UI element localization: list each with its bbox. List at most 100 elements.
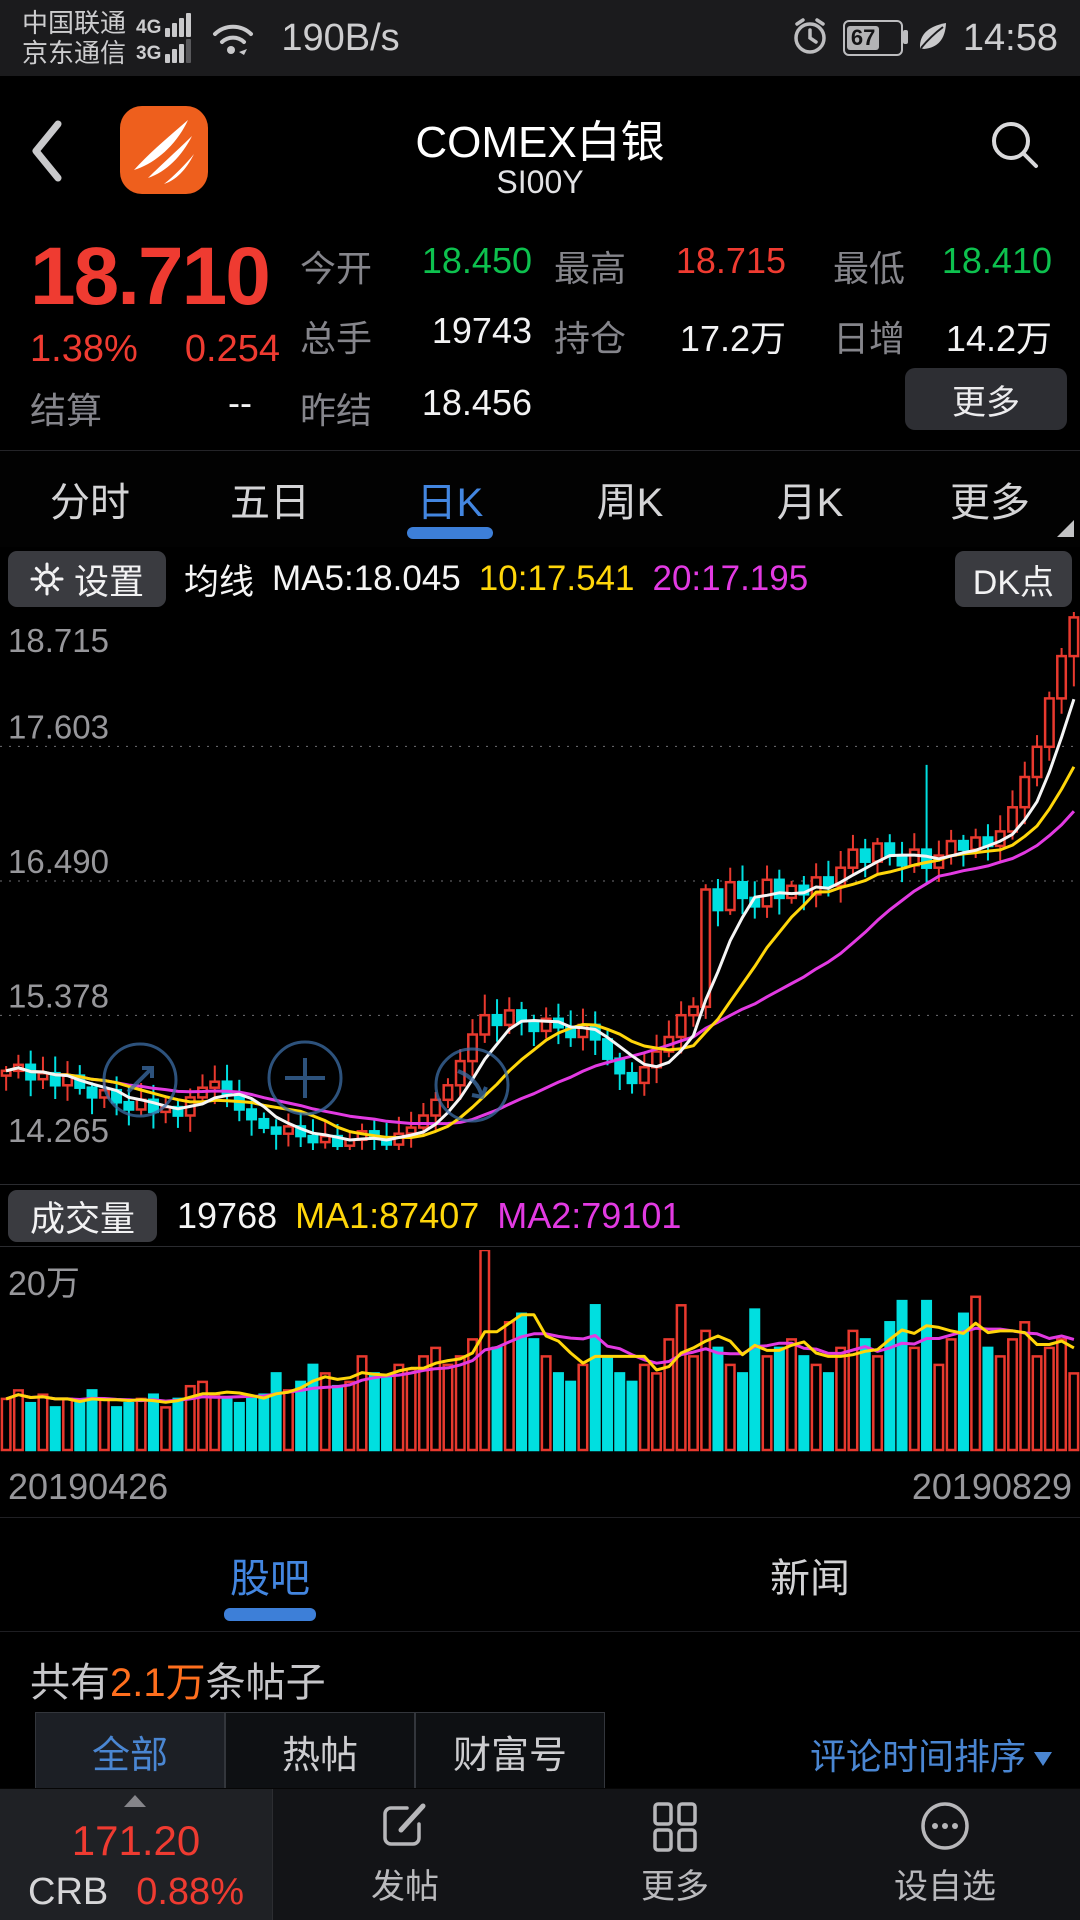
divider: [0, 1184, 1080, 1185]
tab-more-periods[interactable]: 更多: [900, 451, 1080, 547]
volume-ma1: MA1:87407: [295, 1195, 480, 1236]
prev-settle-value: 18.456: [421, 382, 532, 423]
volume-chart[interactable]: [0, 1250, 1080, 1460]
daily-increase-label: 日增: [833, 318, 906, 359]
gesture-hint-arrow-icon: [434, 1047, 510, 1123]
filter-hot[interactable]: 热帖: [225, 1712, 415, 1790]
volume-toolbar: 成交量 19768 MA1:87407 MA2:79101: [0, 1186, 1080, 1246]
volume-indicator-button[interactable]: 成交量: [8, 1190, 158, 1242]
network-speed: 190B/s: [281, 16, 400, 59]
back-button[interactable]: [26, 118, 66, 189]
index-name: CRB: [28, 1871, 109, 1913]
tab-monthly-k[interactable]: 月K: [776, 481, 844, 525]
total-lots-value: 19743: [431, 310, 532, 351]
compose-icon: [379, 1797, 431, 1855]
page-title: COMEX白银: [415, 118, 665, 167]
sort-triangle-icon: [1034, 1752, 1052, 1766]
carrier-1: 中国联通: [22, 8, 127, 38]
date-start: 20190426: [8, 1466, 169, 1507]
more-button[interactable]: 更多: [565, 1789, 785, 1920]
low-value: 18.410: [941, 240, 1052, 281]
period-tab-bar: 分时 五日 日K 周K 月K 更多: [0, 450, 1080, 547]
search-icon[interactable]: [986, 116, 1044, 179]
tab-forum[interactable]: 股吧: [0, 1519, 540, 1631]
network-type-2: 3G: [136, 43, 162, 64]
carrier-2: 京东通信: [22, 38, 127, 68]
change-percent: 1.38%: [30, 328, 138, 370]
quote-panel: 18.710 1.38% 0.254 结算 -- 今开 18.450 最高 18…: [0, 226, 1080, 450]
corner-triangle-icon: [1057, 520, 1074, 537]
tab-daily-k[interactable]: 日K: [360, 451, 540, 547]
date-end: 20190829: [911, 1466, 1072, 1507]
open-interest-value: 17.2万: [679, 318, 786, 359]
open-interest-label: 持仓: [554, 318, 627, 359]
divider: [0, 1246, 1080, 1247]
volume-ma2: MA2:79101: [497, 1195, 682, 1236]
gesture-hint-zoom-icon: [102, 1042, 178, 1118]
settle-value: --: [228, 382, 252, 423]
change-absolute: 0.254: [184, 328, 280, 370]
posts-suffix: 条帖子: [205, 1661, 326, 1705]
candlestick-chart[interactable]: 18.715 17.603 16.490 15.378 14.265: [0, 612, 1080, 1150]
posts-prefix: 共有: [30, 1661, 110, 1705]
date-axis: 20190426 20190829: [0, 1466, 1080, 1508]
total-lots-label: 总手: [300, 318, 373, 359]
bottom-nav-bar: 171.20 CRB 0.88% 发帖: [0, 1788, 1080, 1920]
signal-bars-icon: [165, 39, 192, 63]
gesture-hint-plus-icon: [267, 1040, 343, 1116]
battery-icon: 67: [842, 20, 908, 56]
signal-bars-icon: [165, 13, 192, 37]
post-button[interactable]: 发帖: [295, 1789, 515, 1920]
status-bar: 中国联通 京东通信 4G 3G: [0, 0, 1080, 76]
tab-weekly-k[interactable]: 周K: [596, 481, 664, 525]
high-value: 18.715: [675, 240, 786, 281]
volume-axis-label: 20万: [8, 1265, 80, 1303]
title-bar: COMEX白银 SI00Y: [0, 76, 1080, 226]
open-value: 18.450: [421, 240, 532, 281]
quote-more-button[interactable]: 更多: [905, 368, 1067, 430]
ma10-value: 10:17.541: [478, 559, 635, 598]
daily-increase-value: 14.2万: [945, 318, 1052, 359]
tab-news[interactable]: 新闻: [770, 1557, 850, 1601]
svg-text:15.378: 15.378: [8, 977, 109, 1014]
battery-level: 67: [846, 25, 880, 50]
index-quote-panel[interactable]: 171.20 CRB 0.88%: [0, 1789, 273, 1920]
status-time: 14:58: [962, 16, 1058, 59]
posts-count: 2.1万: [110, 1661, 206, 1705]
index-value: 171.20: [71, 1817, 201, 1864]
active-tab-underline: [407, 527, 493, 539]
add-watchlist-button[interactable]: 设自选: [835, 1789, 1055, 1920]
settle-label: 结算: [30, 390, 103, 431]
tab-five-day[interactable]: 五日: [230, 481, 310, 525]
content-tab-bar: 股吧 新闻: [0, 1519, 1080, 1632]
ellipsis-circle-icon: [919, 1797, 971, 1855]
svg-text:14.265: 14.265: [8, 1112, 109, 1149]
high-label: 最高: [554, 248, 627, 289]
active-tab-underline: [224, 1608, 316, 1621]
tab-minute[interactable]: 分时: [50, 481, 130, 525]
low-label: 最低: [833, 248, 906, 289]
grid-icon: [649, 1797, 701, 1855]
power-save-leaf-icon: [915, 18, 951, 59]
index-percent: 0.88%: [136, 1871, 244, 1913]
ma5-value: MA5:18.045: [272, 559, 461, 598]
ma20-value: 20:17.195: [652, 559, 809, 598]
dk-point-button[interactable]: DK点: [954, 551, 1072, 607]
app-logo-icon[interactable]: [118, 104, 210, 201]
expand-triangle-icon: [124, 1795, 146, 1807]
gear-icon: [30, 562, 64, 596]
filter-all[interactable]: 全部: [35, 1712, 225, 1790]
posts-summary: 共有2.1万条帖子: [30, 1650, 326, 1708]
svg-text:17.603: 17.603: [8, 708, 109, 745]
prev-settle-label: 昨结: [300, 390, 373, 431]
alarm-icon: [789, 15, 831, 62]
wifi-icon: [209, 16, 257, 61]
sort-by-comment-time[interactable]: 评论时间排序: [810, 1728, 1052, 1780]
chart-settings-button[interactable]: 设置: [8, 551, 167, 607]
svg-text:18.715: 18.715: [8, 622, 109, 659]
svg-text:16.490: 16.490: [8, 843, 109, 880]
ma-prefix: 均线: [184, 562, 255, 602]
filter-wealth[interactable]: 财富号: [415, 1712, 605, 1790]
last-price: 18.710: [30, 231, 271, 322]
